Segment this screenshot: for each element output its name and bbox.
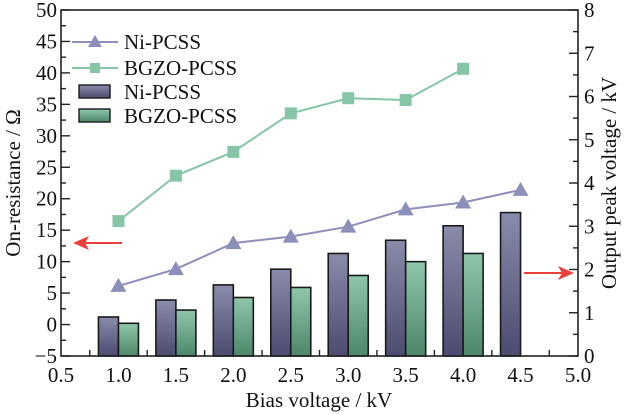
legend-item: Ni-PCSS [78, 80, 201, 104]
x-tick-label: 3.5 [393, 363, 419, 387]
ticks-layer [61, 9, 578, 357]
bar-ni-1.5 [155, 299, 177, 357]
y-right-tick-label: 5 [584, 128, 595, 152]
y-left-tick-label: 45 [36, 29, 57, 53]
bar-ni-2.0 [212, 284, 235, 357]
marker-bgzo-1.0 [112, 215, 125, 228]
arrow-left-axis [73, 236, 122, 250]
y-left-tick-label: 25 [36, 155, 57, 179]
marker-ni-1.5 [167, 261, 184, 276]
y-left-tick-label: 0 [47, 313, 58, 337]
y-left-tick-label: 40 [36, 61, 57, 85]
legend-item: Ni-PCSS [72, 30, 201, 54]
marker-ni-3.0 [340, 218, 357, 233]
bar-bgzo-1.0 [117, 322, 140, 357]
marker-bgzo-2.0 [227, 145, 240, 158]
tick-labels-layer: 0.5 1.0 1.5 2.0 2.5 3.0 3.5 4.0 4.5 5.0−505101520… [35, 0, 595, 387]
marker-bgzo-2.5 [284, 107, 297, 120]
bar-bgzo-4.0 [462, 252, 484, 357]
legend-square-marker [90, 63, 100, 73]
legend-label: BGZO-PCSS [124, 56, 237, 80]
x-tick-label: 0.5 [48, 363, 74, 387]
x-tick-label: 2.0 [220, 363, 246, 387]
y-left-tick-label: 20 [36, 187, 57, 211]
y-right-tick-label: 2 [584, 258, 595, 282]
bar-bgzo-1.5 [175, 309, 197, 357]
y-right-tick-label: 0 [584, 344, 595, 368]
bar-bgzo-3.0 [347, 274, 370, 357]
y-left-tick-label: 10 [36, 250, 57, 274]
x-tick-label: 4.0 [450, 363, 476, 387]
x-tick-label: 1.0 [105, 363, 131, 387]
legend-label: BGZO-PCSS [124, 104, 237, 128]
marker-bgzo-3.5 [399, 93, 412, 106]
y-right-tick-label: 7 [584, 41, 595, 65]
bar-bgzo-2.5 [289, 286, 312, 357]
y-right-tick-label: 8 [584, 0, 595, 22]
marker-ni-4.5 [512, 181, 529, 196]
y-left-tick-label: −5 [35, 344, 57, 368]
marker-bgzo-1.5 [169, 169, 182, 182]
y-right-tick-label: 1 [584, 301, 595, 325]
legend-triangle-marker [88, 35, 102, 47]
arrow-right-axis [524, 266, 574, 280]
x-tick-label: 3.0 [335, 363, 361, 387]
y-right-axis-title: Output peak voltage / kV [597, 77, 621, 289]
legend-item: BGZO-PCSS [78, 104, 237, 128]
arrows-layer [73, 236, 574, 280]
bar-bgzo-3.5 [404, 260, 427, 357]
legend-bar-swatch [78, 84, 111, 99]
bar-ni-4.0 [442, 224, 464, 357]
y-left-tick-label: 35 [36, 92, 57, 116]
legend-item: BGZO-PCSS [72, 56, 237, 80]
marker-ni-2.0 [225, 235, 242, 250]
y-left-tick-label: 5 [47, 281, 58, 305]
marker-bgzo-3.0 [342, 92, 355, 105]
bar-ni-1.0 [97, 316, 120, 357]
y-right-tick-label: 6 [584, 85, 595, 109]
y-left-tick-label: 50 [36, 0, 57, 22]
x-axis-title: Bias voltage / kV [246, 388, 392, 412]
marker-ni-4.0 [455, 194, 472, 209]
y-right-tick-label: 3 [584, 214, 595, 238]
legend-bar-swatch [78, 108, 111, 123]
legend-label: Ni-PCSS [124, 30, 201, 54]
y-right-tick-label: 4 [584, 171, 595, 195]
legend-label: Ni-PCSS [124, 80, 201, 104]
bar-ni-3.5 [384, 239, 407, 357]
x-tick-label: 2.5 [278, 363, 304, 387]
bar-bgzo-2.0 [232, 296, 255, 357]
lines-layer [110, 62, 529, 292]
x-tick-label: 4.5 [507, 363, 533, 387]
x-tick-label: 1.5 [163, 363, 189, 387]
bar-ni-4.5 [499, 211, 522, 357]
marker-ni-2.5 [282, 228, 299, 243]
marker-bgzo-4.0 [457, 62, 470, 75]
bar-ni-2.5 [269, 268, 292, 357]
y-left-axis-title: On-resistance / Ω [1, 109, 25, 256]
x-tick-label: 5.0 [565, 363, 591, 387]
marker-ni-3.5 [397, 201, 414, 216]
y-left-tick-label: 15 [36, 218, 57, 242]
bar-ni-3.0 [327, 252, 350, 357]
marker-ni-1.0 [110, 277, 127, 292]
line-ni [118, 188, 521, 287]
y-left-tick-label: 30 [36, 124, 57, 148]
